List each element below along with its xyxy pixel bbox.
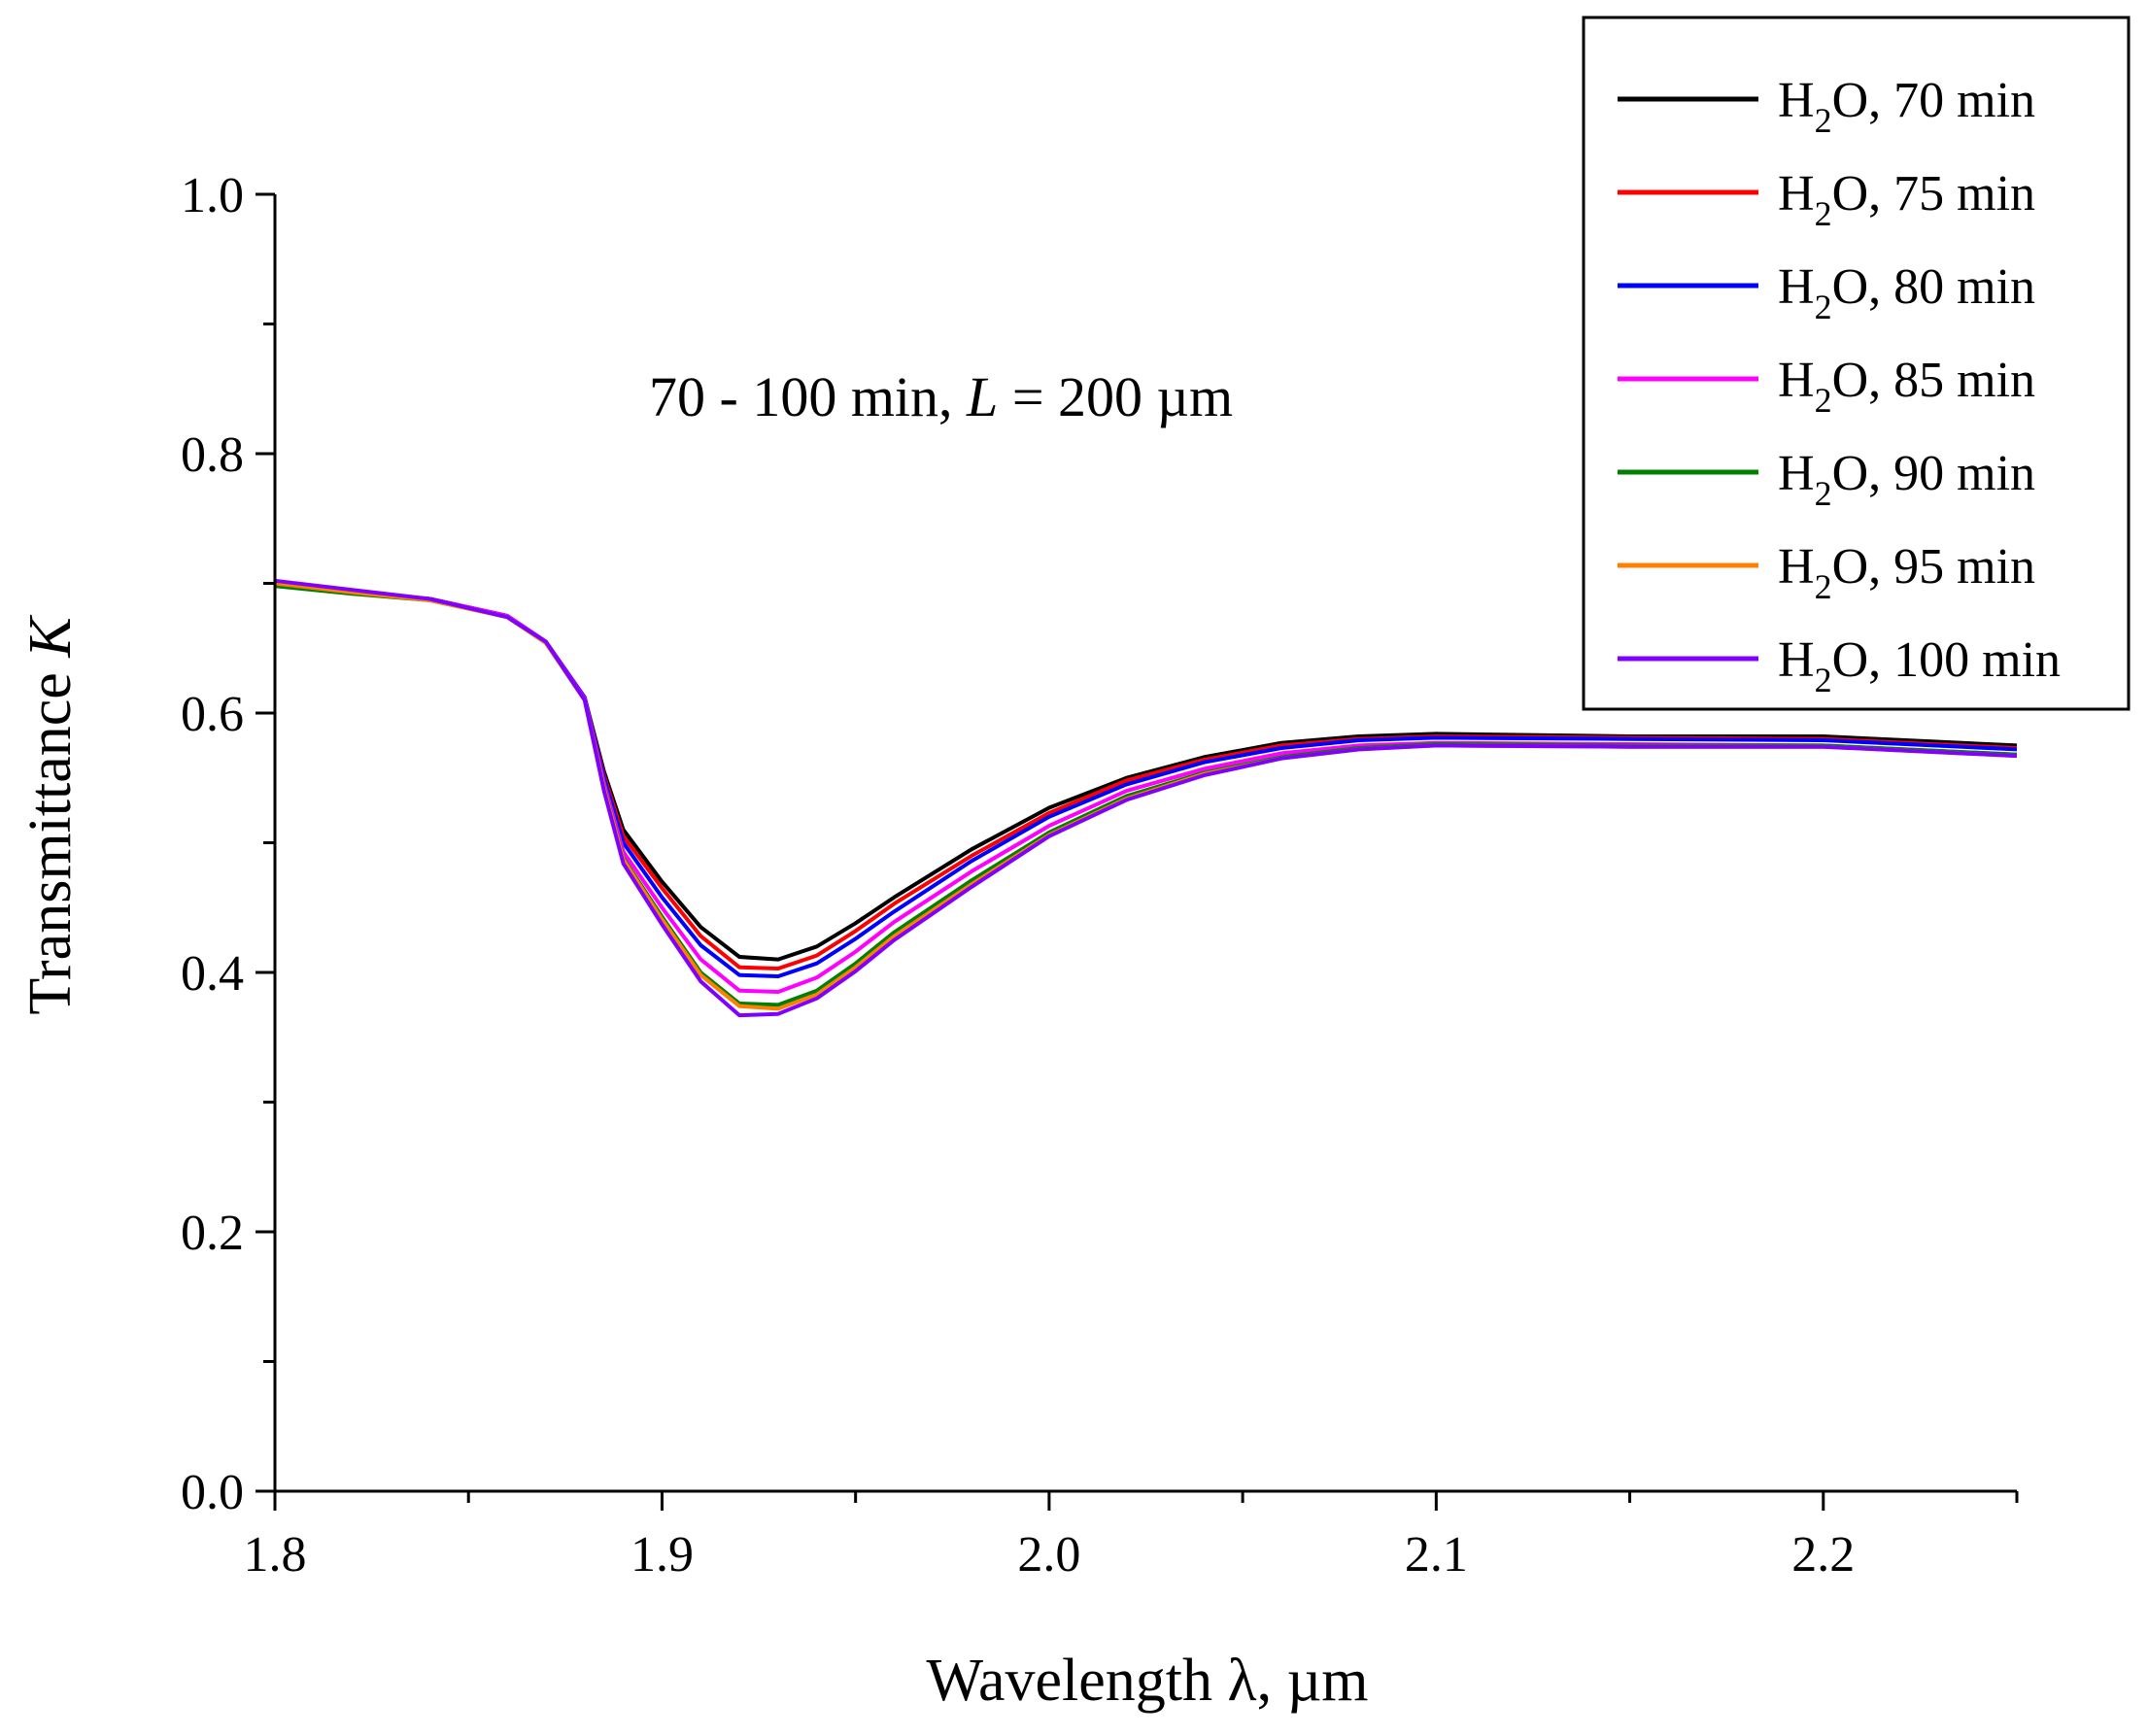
legend: H2O, 70 min H2O, 75 min H2O, 80 min H2O, 85…	[1582, 16, 2131, 711]
y-tick-label: 0.6	[181, 687, 244, 742]
series-group	[274, 578, 2018, 1018]
x-tick-label: 2.2	[1791, 1527, 1855, 1583]
y-tick-label: 0.8	[181, 427, 244, 483]
legend-label: H2O, 90 min	[1778, 446, 2035, 513]
chart-annotation: 70 - 100 min, L = 200 µm	[649, 365, 1233, 428]
legend-box	[1582, 16, 2131, 711]
legend-label: H2O, 70 min	[1778, 73, 2035, 140]
y-tick-label: 0.0	[181, 1465, 244, 1520]
axes-group: 1.8 1.9 2.0 2.1 2.2 0.0 0.2 0.4 0.6 0.8 1.0	[181, 168, 2019, 1583]
series-line-6	[274, 578, 2018, 1018]
legend-label: H2O, 85 min	[1778, 353, 2035, 420]
y-axis-title: Transmittance K	[17, 614, 84, 1015]
x-tick-label: 2.1	[1405, 1527, 1468, 1583]
x-tick-label: 2.0	[1017, 1527, 1080, 1583]
y-tick-label: 1.0	[181, 168, 244, 223]
y-tick-label: 0.4	[181, 946, 244, 1002]
legend-label: H2O, 80 min	[1778, 259, 2035, 326]
legend-label: H2O, 75 min	[1778, 166, 2035, 233]
legend-label: H2O, 100 min	[1778, 632, 2061, 699]
x-tick-label: 1.9	[631, 1527, 694, 1583]
legend-label: H2O, 95 min	[1778, 539, 2035, 606]
x-axis-title: Wavelength λ, µm	[926, 1648, 1368, 1714]
x-tick-label: 1.8	[244, 1527, 307, 1583]
y-tick-label: 0.2	[181, 1206, 244, 1261]
